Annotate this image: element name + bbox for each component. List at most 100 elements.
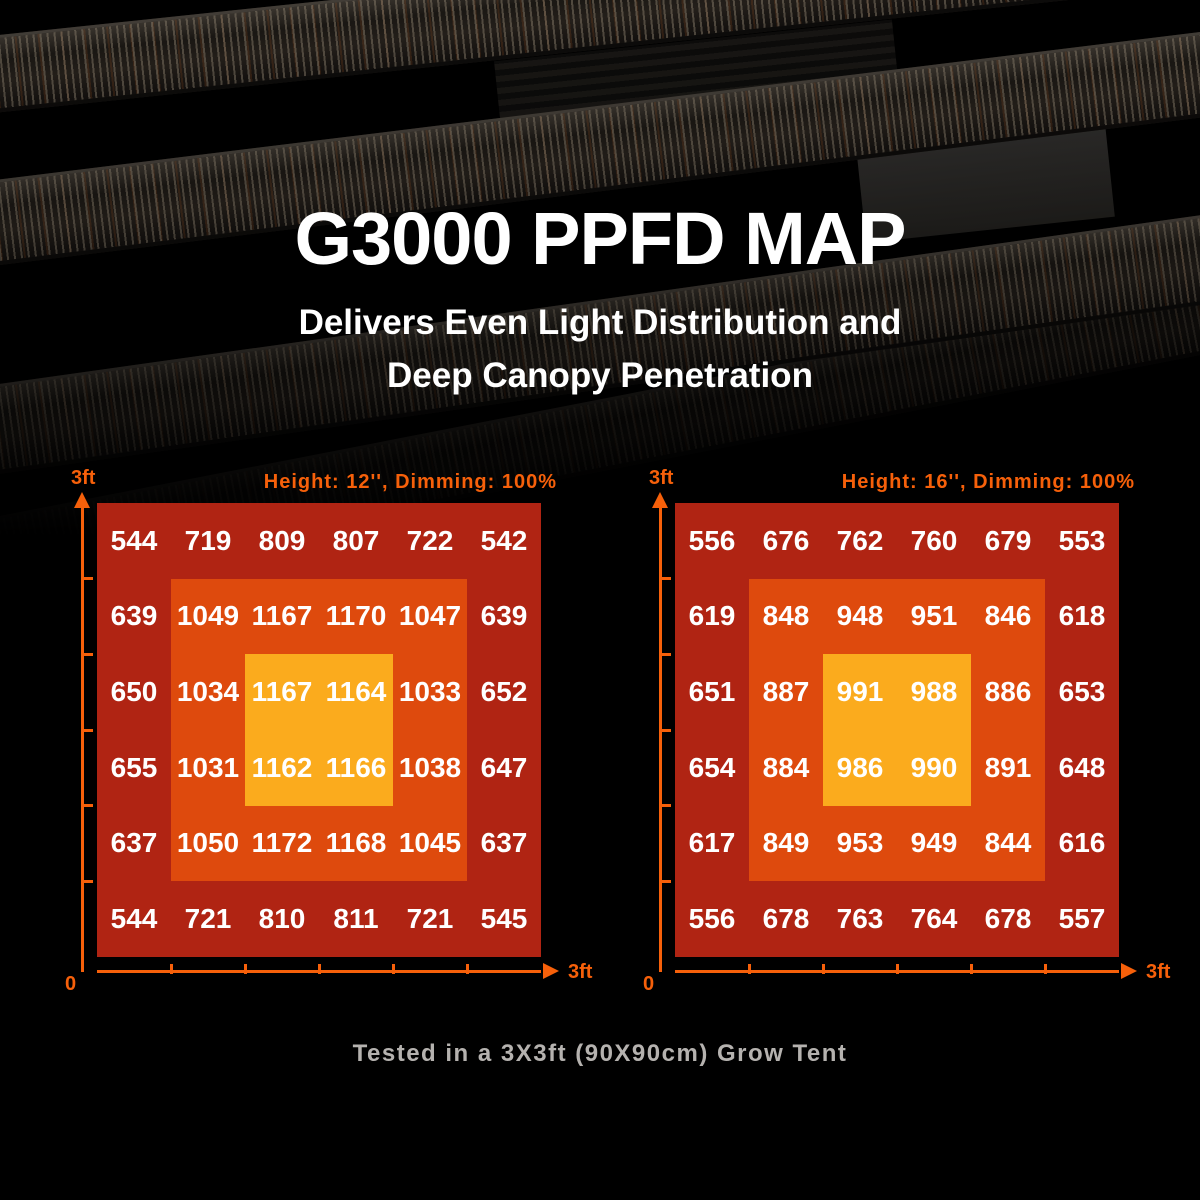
y-axis-arrow-icon [74,492,90,508]
ppfd-cell: 764 [910,903,958,935]
ppfd-cell: 619 [688,600,736,632]
led-bar [0,0,1200,122]
x-axis-tick [895,964,899,974]
ppfd-cell: 1049 [176,600,240,632]
ppfd-panel-height-12: 3ft Height: 12'', Dimming: 100% 544 719 80… [60,465,620,995]
ppfd-cell: 648 [1058,751,1106,783]
ppfd-cell: 655 [110,751,158,783]
ppfd-cell: 763 [836,903,884,935]
ppfd-cell: 1047 [398,600,462,632]
origin-label: 0 [643,973,655,995]
test-condition-note: Tested in a 3X3ft (90X90cm) Grow Tent [352,1040,848,1067]
ppfd-cell: 647 [480,751,528,783]
ppfd-cell: 809 [258,524,306,556]
y-axis-tick [659,804,671,808]
ppfd-cell: 553 [1058,524,1106,556]
x-axis-max-label: 3ft [1146,961,1171,983]
ppfd-cell: 951 [910,600,958,632]
ppfd-cell-layer: 556 676 762 760 679 553 619 848 948 951 846 618 651 8… [675,503,1119,957]
ppfd-cell: 618 [1058,600,1106,632]
x-axis-arrow-icon [1121,963,1137,979]
ppfd-cell: 653 [1058,676,1106,708]
ppfd-cell: 654 [688,751,736,783]
heatmap-hot-zone [822,654,971,806]
ppfd-cell: 886 [984,676,1032,708]
ppfd-cell: 722 [406,524,454,556]
ppfd-cell: 557 [1058,903,1106,935]
x-axis-tick [169,964,173,974]
x-axis-tick [465,964,469,974]
x-axis-tick [317,964,321,974]
y-axis-tick [81,652,93,656]
subtitle-line-2: Deep Canopy Penetration [387,355,813,395]
page-title: G3000 PPFD MAP [294,197,906,280]
ppfd-cell: 1038 [398,751,462,783]
x-axis-tick [747,964,751,974]
y-axis-max-label: 3ft [649,467,674,489]
ppfd-cell: 678 [984,903,1032,935]
ppfd-cell: 639 [480,600,528,632]
ppfd-cell: 949 [910,827,958,859]
ppfd-cell: 988 [910,676,958,708]
ppfd-cell: 639 [110,600,158,632]
y-axis [659,507,662,972]
ppfd-cell: 762 [836,524,884,556]
ppfd-cell: 760 [910,524,958,556]
ppfd-cell: 1033 [398,676,462,708]
ppfd-panel-height-16: 3ft Height: 16'', Dimming: 100% 556 676 76… [638,465,1198,995]
ppfd-cell: 991 [836,676,884,708]
ppfd-cell: 807 [332,524,380,556]
x-axis-max-label: 3ft [568,961,593,983]
y-axis-tick [81,728,93,732]
ppfd-cell: 1172 [251,827,313,859]
ppfd-cell: 721 [406,903,454,935]
ppfd-cell: 545 [480,903,528,935]
ppfd-heatmap: 544 719 809 807 722 542 639 1049 1167 1170 1047 639… [97,503,541,957]
x-axis-tick [821,964,825,974]
ppfd-cell: 844 [984,827,1032,859]
ppfd-cell: 1162 [251,751,313,783]
ppfd-cell: 948 [836,600,884,632]
y-axis-tick [81,879,93,883]
ppfd-cell: 891 [984,751,1032,783]
ppfd-cell: 1164 [325,676,387,708]
ppfd-cell: 617 [688,827,736,859]
ppfd-cell: 810 [258,903,306,935]
ppfd-cell: 721 [184,903,232,935]
ppfd-cell: 1166 [325,751,387,783]
x-axis-tick [243,964,247,974]
ppfd-cell: 986 [836,751,884,783]
ppfd-cell: 651 [688,676,736,708]
y-axis-tick [659,879,671,883]
ppfd-cell: 1167 [251,600,313,632]
ppfd-cell: 1170 [325,600,387,632]
ppfd-cell: 990 [910,751,958,783]
ppfd-cell: 1168 [325,827,387,859]
y-axis-arrow-icon [652,492,668,508]
ppfd-cell: 556 [688,524,736,556]
ppfd-cell: 811 [333,903,379,935]
heatmap-hot-zone [244,654,393,806]
ppfd-cell: 544 [110,903,158,935]
grow-light-photo [0,0,1200,560]
heatsink-block [494,19,906,196]
ppfd-cell: 637 [110,827,158,859]
ppfd-heatmap: 556 676 762 760 679 553 619 848 948 951 846 618 651 8… [675,503,1119,957]
subtitle-line-1: Delivers Even Light Distribution and [298,303,902,342]
x-axis-tick [969,964,973,974]
ppfd-cell: 846 [984,600,1032,632]
ppfd-cell: 1167 [251,676,313,708]
x-axis-arrow-icon [543,963,559,979]
ppfd-cell: 676 [762,524,810,556]
ppfd-cell-layer: 544 719 809 807 722 542 639 1049 1167 1170 1047 639… [97,503,541,957]
ppfd-cell: 1031 [176,751,240,783]
ppfd-cell: 849 [762,827,810,859]
ppfd-cell: 884 [762,751,810,783]
ppfd-cell: 650 [110,676,158,708]
x-axis-tick [1043,964,1047,974]
y-axis-tick [659,577,671,581]
panel-condition-label: Height: 12'', Dimming: 100% [263,471,557,493]
ppfd-cell: 679 [984,524,1032,556]
panel-condition-label: Height: 16'', Dimming: 100% [841,471,1135,493]
